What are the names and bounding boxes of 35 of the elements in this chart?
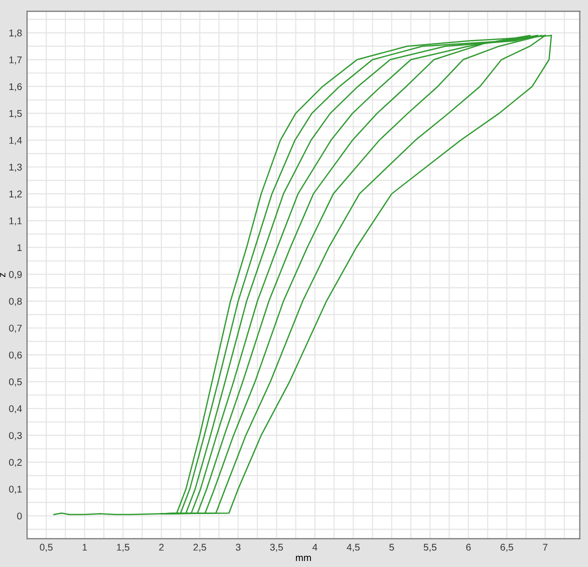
y-tick-label: 0,1: [9, 486, 22, 494]
y-tick-label: 1,1: [9, 217, 22, 226]
x-axis-title: mm: [296, 556, 311, 562]
y-tick-label: 1,5: [9, 110, 22, 118]
y-tick-label: 0,2: [9, 458, 22, 467]
y-tick-label: 1: [18, 244, 22, 252]
y-tick-label: 0,4: [9, 405, 22, 414]
y-tick-label: 1,2: [9, 190, 22, 199]
y-tick-label: 0,3: [9, 432, 22, 440]
x-tick-label: 4,5: [346, 544, 360, 552]
y-tick-label: 1,6: [9, 83, 22, 92]
x-tick-label: 1,5: [116, 544, 130, 552]
y-tick-label: 0,8: [9, 298, 22, 306]
y-tick-label: 0,5: [9, 378, 22, 386]
y-tick-label: 1,3: [9, 164, 22, 172]
x-tick-label: 5: [389, 544, 394, 551]
y-tick-label: 0: [17, 512, 22, 520]
x-tick-label: 6: [466, 544, 471, 551]
x-tick-label: 5,5: [424, 544, 436, 552]
y-axis-title: z: [0, 273, 6, 278]
x-tick-label: 3,5: [270, 544, 283, 552]
y-tick-label: 1,4: [9, 136, 22, 145]
y-tick-label: 1,8: [9, 30, 22, 38]
y-tick-label: 0,7: [9, 324, 22, 333]
x-tick-label: 2,5: [194, 544, 206, 552]
y-tick-label: 0,9: [9, 271, 22, 280]
x-tick-label: 2: [159, 544, 164, 551]
y-tick-label: 0,6: [9, 352, 22, 360]
x-tick-label: 4: [312, 544, 318, 551]
x-tick-label: 1: [82, 544, 87, 551]
x-tick-label: 7: [543, 544, 548, 551]
y-tick-label: 1,7: [9, 56, 22, 64]
x-tick-label: 0,5: [40, 544, 53, 552]
x-tick-label: 6,5: [500, 544, 514, 552]
x-tick-label: 3: [236, 544, 240, 551]
